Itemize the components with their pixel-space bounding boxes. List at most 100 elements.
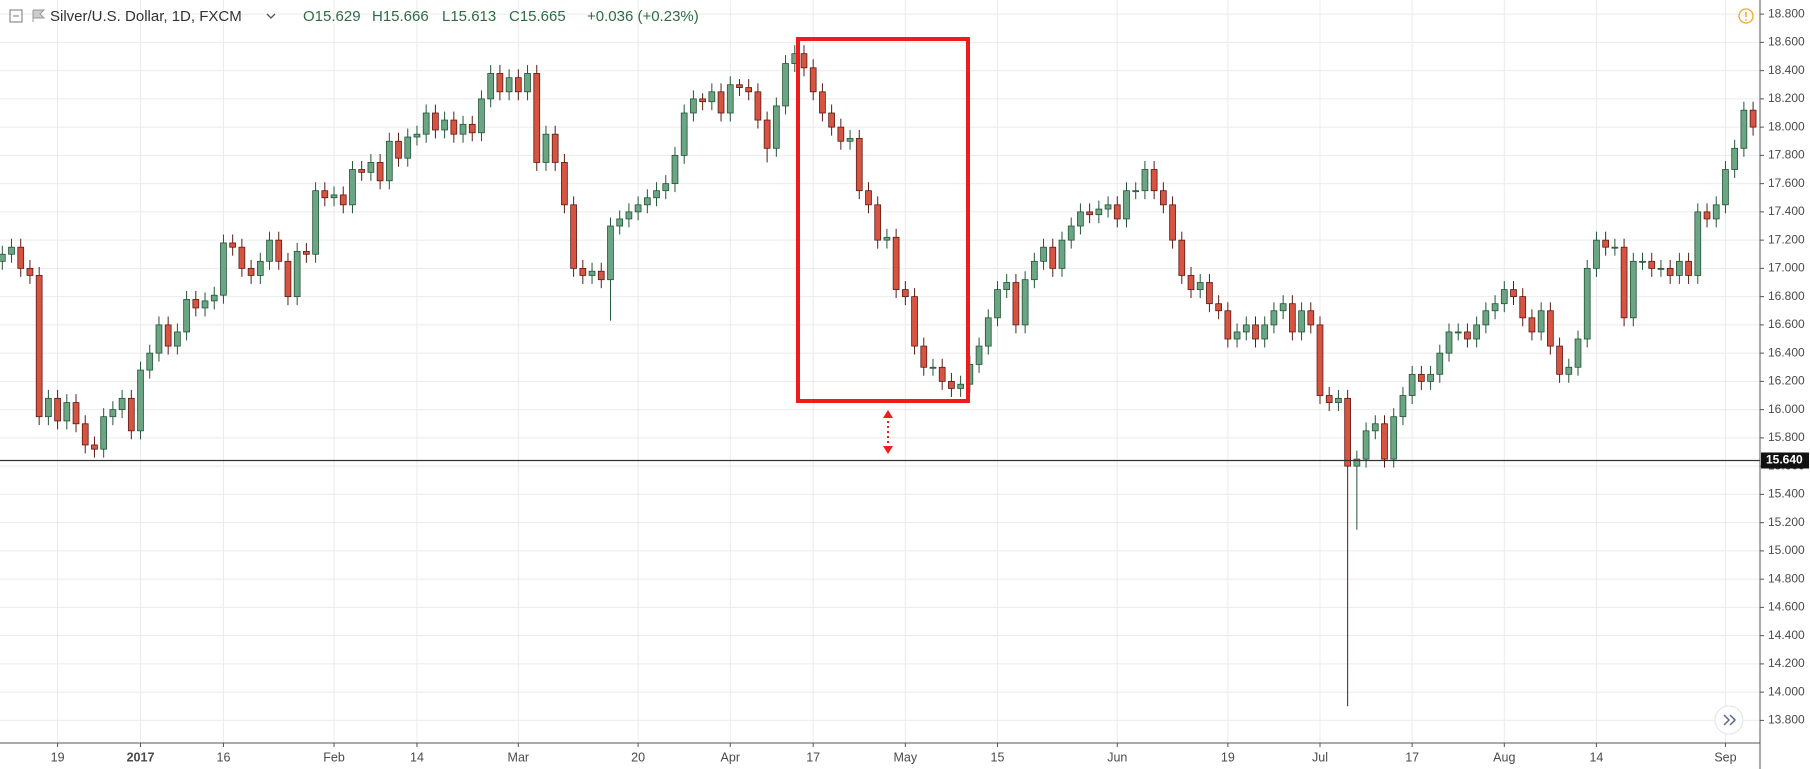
candle-body — [0, 253, 6, 262]
candle-body — [1021, 279, 1029, 326]
symbol-title: Silver/U.S. Dollar, 1D, FXCM — [50, 8, 242, 25]
candle-body — [358, 169, 366, 173]
candle-body — [754, 91, 762, 121]
candle-body — [35, 275, 43, 418]
candle-body — [1123, 190, 1130, 220]
candle-body — [699, 98, 706, 103]
candle-body — [772, 105, 780, 149]
candle-body — [1307, 310, 1315, 326]
candle-body — [91, 444, 98, 450]
symbol-dropdown[interactable] — [266, 13, 276, 19]
candle-body — [1519, 296, 1527, 319]
candle-body — [155, 324, 163, 354]
candle-body — [487, 73, 495, 100]
candle-body — [597, 270, 605, 281]
candle-body — [450, 119, 458, 135]
x-tick-label: Sep — [1714, 750, 1736, 764]
candle-body — [367, 162, 375, 173]
candle-body — [984, 317, 992, 347]
candle-body — [1353, 458, 1361, 467]
candle-body — [524, 73, 531, 93]
candle-body — [551, 133, 559, 163]
x-tick-label: Apr — [721, 750, 740, 764]
candle-body — [1289, 303, 1296, 333]
candle-body — [192, 299, 200, 309]
candle-body — [819, 91, 826, 114]
candle-body — [303, 251, 310, 255]
candle-body — [892, 236, 900, 290]
symbol-flag — [32, 9, 46, 22]
candle-body — [54, 397, 61, 422]
candle-body — [736, 84, 743, 88]
candle-body — [561, 162, 568, 206]
x-tick-label: 2017 — [127, 750, 155, 764]
candle-body — [1390, 416, 1398, 460]
y-tick-label: 16.000 — [1768, 402, 1805, 416]
x-tick-label: 17 — [1405, 750, 1419, 764]
candle-body — [1242, 324, 1250, 333]
candle-body — [275, 239, 283, 262]
y-tick-label: 15.800 — [1768, 430, 1805, 444]
candle-body — [1335, 397, 1342, 403]
x-tick-label: 17 — [806, 750, 820, 764]
overlay — [0, 37, 1760, 462]
candle-body — [1602, 239, 1610, 248]
candle-body — [127, 397, 135, 432]
alert-icon[interactable] — [1738, 8, 1754, 24]
candle-body — [395, 140, 402, 159]
candle-body — [533, 73, 541, 163]
candle-body — [413, 133, 421, 138]
ohlc-change: +0.036 (+0.23%) — [587, 8, 699, 25]
candle-body — [634, 204, 642, 213]
candle-body — [1316, 324, 1324, 396]
candle-body — [1160, 190, 1167, 206]
candle-body — [1510, 289, 1517, 298]
x-tick-label: Jul — [1312, 750, 1328, 764]
candle-body — [1113, 204, 1121, 220]
candle-body — [625, 211, 633, 220]
candle-body — [1132, 190, 1140, 193]
candle-body — [1427, 373, 1434, 382]
candle-body — [828, 112, 835, 128]
candle-body — [514, 77, 522, 93]
alert-icon-dot — [1745, 19, 1747, 21]
candle-body — [478, 98, 485, 134]
candle-body — [855, 138, 863, 192]
candle-body — [874, 204, 882, 241]
candle-body — [45, 397, 52, 418]
candle-body — [201, 300, 209, 309]
candle-body — [404, 136, 412, 159]
candle-body — [948, 380, 955, 389]
candle-body — [1740, 109, 1748, 149]
candle-body — [1224, 310, 1232, 340]
candle-body — [1722, 169, 1729, 206]
candle-body — [800, 53, 808, 69]
ohlc-low: L15.613 — [442, 8, 496, 25]
candle-body — [809, 67, 817, 93]
axes: 13.800 14.000 14.200 14.400 14.600 14.800 15.0… — [51, 6, 1809, 764]
candle-body — [1371, 423, 1379, 432]
candle-body — [183, 299, 190, 333]
collapse-icon[interactable] — [9, 9, 23, 23]
y-tick-label: 16.400 — [1768, 345, 1805, 359]
candle-body — [1436, 352, 1444, 375]
candle-body — [26, 267, 34, 276]
candle-body — [1095, 208, 1103, 216]
candle-body — [1418, 373, 1425, 382]
candle-body — [1500, 289, 1508, 305]
candle-body — [220, 242, 227, 296]
candle-body — [763, 119, 771, 149]
candle-body — [1629, 260, 1637, 319]
candle-body — [385, 140, 393, 182]
candle-body — [708, 91, 716, 103]
arrow-head-up — [883, 410, 893, 418]
y-tick-label: 14.400 — [1768, 628, 1805, 642]
candle-body — [957, 383, 964, 389]
candle-body — [837, 126, 845, 142]
grid — [0, 0, 1760, 743]
y-tick-label: 14.200 — [1768, 656, 1805, 670]
candle-body — [588, 270, 596, 276]
candle-body — [616, 218, 624, 227]
x-tick-label: 14 — [1589, 750, 1603, 764]
candle-body — [210, 294, 218, 302]
